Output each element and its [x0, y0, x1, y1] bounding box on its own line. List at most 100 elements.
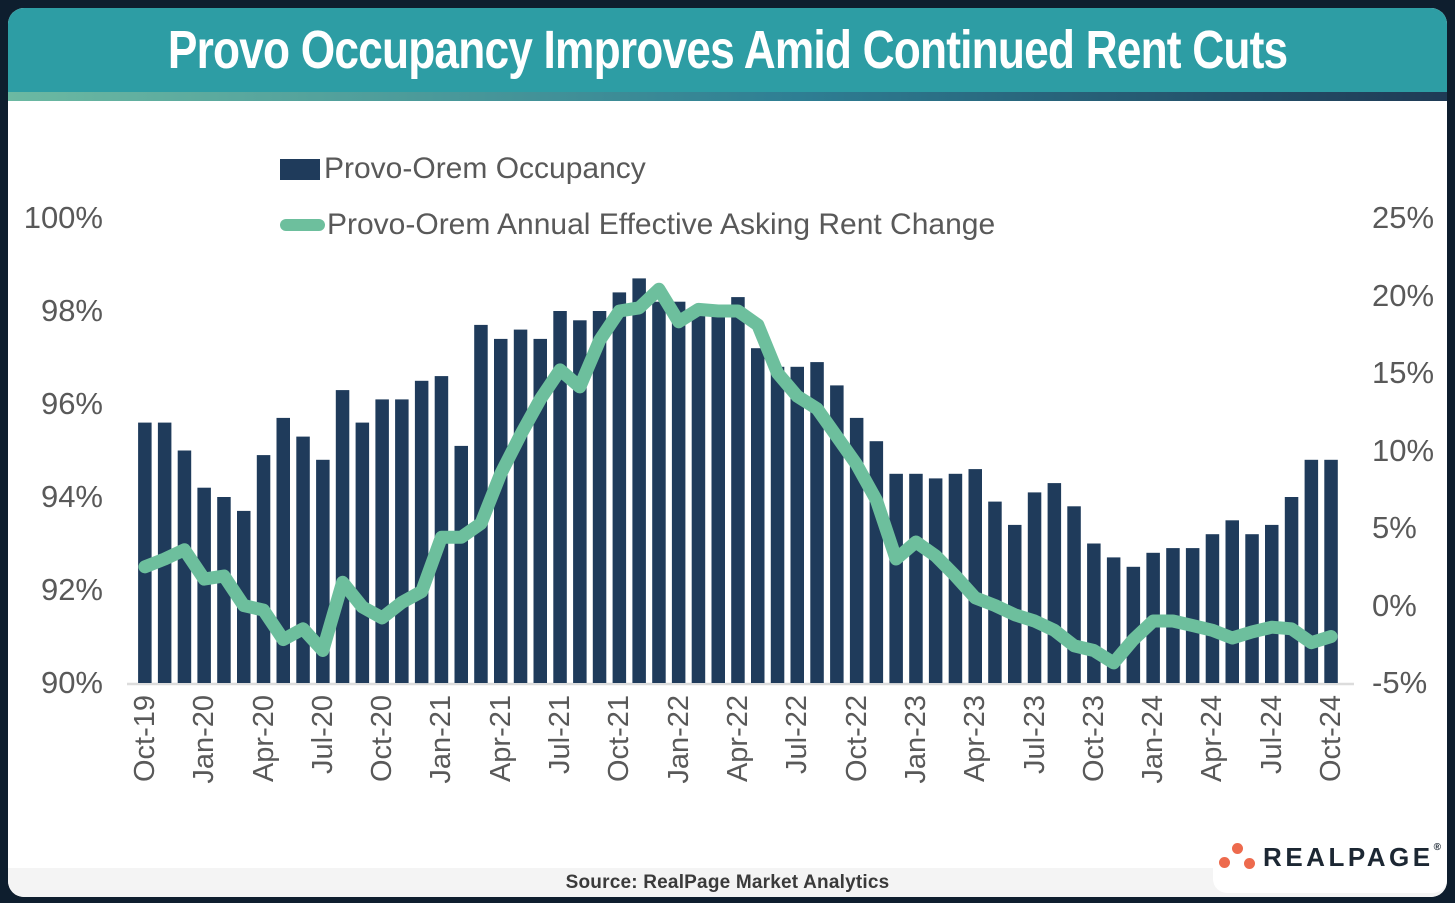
- occupancy-bar: [869, 441, 884, 683]
- occupancy-bar: [1067, 506, 1081, 683]
- occupancy-bar: [573, 320, 587, 683]
- y-axis-right-tick: -5%: [1372, 665, 1428, 700]
- occupancy-bar: [928, 478, 943, 683]
- occupancy-bar: [810, 362, 824, 683]
- occupancy-swatch-icon: [280, 158, 320, 180]
- x-axis-tick: Apr-23: [959, 695, 992, 783]
- occupancy-bar: [1087, 543, 1101, 683]
- occupancy-bar: [217, 497, 231, 683]
- x-axis-tick: Apr-24: [1196, 695, 1229, 783]
- rent-line-swatch-icon: [280, 219, 325, 231]
- occupancy-bar: [988, 501, 1002, 683]
- x-axis-tick: Oct-20: [366, 695, 399, 783]
- x-axis-tick: Jul-20: [306, 695, 339, 774]
- occupancy-bar: [1304, 459, 1319, 683]
- page-title: Provo Occupancy Improves Amid Continued …: [167, 20, 1288, 80]
- title-bar: Provo Occupancy Improves Amid Continued …: [8, 8, 1447, 92]
- occupancy-bar: [395, 399, 409, 683]
- occupancy-bar: [1324, 459, 1338, 683]
- x-axis-tick: Jul-23: [1018, 695, 1051, 774]
- y-axis-left-tick: 90%: [40, 665, 103, 700]
- chart-canvas: [127, 278, 1354, 686]
- rent-change-line: [138, 282, 1338, 670]
- realpage-logo-text: REALPAGE®: [1263, 841, 1441, 872]
- occupancy-bar: [612, 292, 627, 683]
- occupancy-bar: [671, 301, 686, 683]
- x-axis-tick: Jul-22: [781, 695, 814, 774]
- occupancy-bar: [968, 469, 982, 683]
- occupancy-bar: [770, 366, 785, 683]
- x-axis-tick: Jan-22: [662, 695, 695, 784]
- occupancy-bar: [830, 385, 844, 683]
- occupancy-bar: [1205, 534, 1220, 683]
- occupancy-bar: [889, 473, 903, 684]
- y-axis-right-tick: 10%: [1372, 432, 1435, 468]
- x-axis-tick: Oct-23: [1077, 695, 1110, 783]
- occupancy-bar: [1225, 520, 1239, 684]
- occupancy-bar: [1265, 524, 1279, 683]
- occupancy-bar: [454, 445, 468, 683]
- occupancy-bar: [335, 390, 350, 683]
- legend-item-rent-change: Provo-Orem Annual Effective Asking Rent …: [280, 210, 995, 240]
- occupancy-bar: [1284, 497, 1299, 683]
- x-axis-tick: Jan-20: [188, 695, 221, 784]
- occupancy-bar: [731, 297, 745, 683]
- occupancy-bar: [849, 417, 864, 683]
- realpage-logo: REALPAGE®: [1213, 821, 1447, 893]
- occupancy-bar: [276, 417, 290, 683]
- occupancy-bar: [632, 278, 646, 683]
- x-axis-tick: Oct-24: [1315, 695, 1348, 783]
- legend-occupancy-label: Provo-Orem Occupancy: [324, 152, 646, 185]
- occupancy-bar: [375, 399, 389, 683]
- x-axis-tick: Oct-21: [603, 695, 636, 783]
- occupancy-bar: [414, 380, 429, 684]
- x-axis-tick: Apr-20: [247, 695, 280, 783]
- x-axis-tick: Jan-24: [1137, 695, 1170, 784]
- occupancy-bar: [1027, 492, 1042, 683]
- occupancy-bar: [513, 329, 528, 683]
- occupancy-bar: [1008, 524, 1022, 683]
- occupancy-bar: [592, 311, 607, 683]
- y-axis-right-tick: 25%: [1372, 200, 1435, 235]
- source-text: Source: RealPage Market Analytics: [565, 871, 890, 893]
- occupancy-bar: [177, 450, 192, 683]
- occupancy-bar: [434, 376, 449, 683]
- y-axis-left-tick: 92%: [40, 572, 103, 607]
- occupancy-bar: [691, 306, 706, 683]
- occupancy-bar: [256, 455, 271, 683]
- y-axis-left-tick: 98%: [40, 293, 103, 328]
- occupancy-bar: [1245, 534, 1259, 683]
- y-axis-right-tick: 5%: [1372, 510, 1417, 545]
- legend-rent-label: Provo-Orem Annual Effective Asking Rent …: [327, 208, 996, 241]
- occupancy-bar: [296, 436, 310, 683]
- y-axis-right-tick: 0%: [1372, 587, 1417, 623]
- occupancy-bar: [1185, 548, 1200, 683]
- occupancy-bar: [533, 338, 547, 683]
- trademark-symbol: ®: [1433, 841, 1441, 853]
- y-axis-left-tick: 100%: [23, 200, 103, 235]
- x-axis-tick: Jan-21: [425, 695, 458, 784]
- occupancy-bar: [652, 301, 666, 683]
- realpage-dots-icon: [1219, 843, 1256, 869]
- x-axis-tick: Oct-19: [128, 695, 161, 783]
- occupancy-bar: [494, 338, 508, 683]
- occupancy-bar: [1126, 566, 1141, 684]
- x-axis-tick: Jul-24: [1255, 695, 1288, 774]
- occupancy-bar: [474, 324, 488, 683]
- occupancy-bar: [751, 348, 765, 683]
- x-axis-tick: Jul-21: [544, 695, 577, 774]
- occupancy-bar: [909, 473, 923, 684]
- occupancy-bar: [1047, 483, 1062, 683]
- chart-card: Provo Occupancy Improves Amid Continued …: [8, 8, 1447, 897]
- x-axis-tick: Oct-22: [840, 695, 873, 783]
- occupancy-bar: [553, 311, 567, 683]
- y-axis-right-tick: 15%: [1372, 355, 1435, 390]
- occupancy-bar: [711, 315, 725, 683]
- x-axis-tick: Apr-22: [721, 695, 754, 783]
- x-axis-tick: Apr-21: [484, 695, 517, 783]
- occupancy-bar: [790, 366, 804, 683]
- y-axis-right-tick: 20%: [1372, 277, 1435, 313]
- y-axis-left-tick: 96%: [40, 386, 103, 421]
- occupancy-bar: [355, 422, 370, 683]
